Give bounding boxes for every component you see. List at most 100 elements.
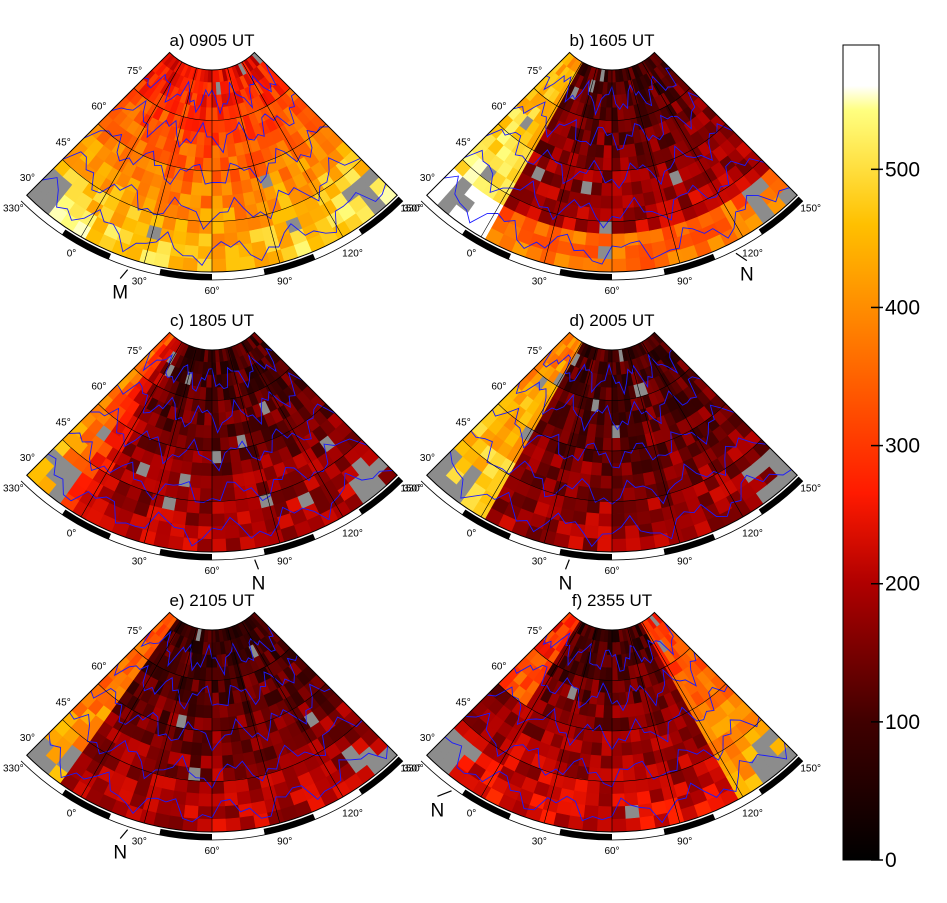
map-cell: [603, 705, 613, 719]
map-cell: [585, 232, 600, 247]
map-cell: [600, 195, 613, 210]
map-cell: [611, 538, 628, 552]
map-cell: [599, 220, 613, 235]
map-cell: [180, 460, 193, 476]
panel-title: c) 1805 UT: [170, 311, 254, 330]
longitude-label: 330°: [403, 484, 424, 495]
latitude-label: 75°: [527, 626, 542, 637]
map-cell: [600, 755, 613, 770]
longitude-line: [543, 347, 597, 544]
longitude-label: 0°: [467, 248, 477, 259]
longitude-label: 90°: [677, 556, 692, 567]
latitude-label: 30°: [420, 453, 435, 464]
marker-label: N: [113, 842, 127, 863]
map-cell: [602, 717, 613, 732]
longitude-label: 150°: [400, 204, 421, 215]
map-cell: [635, 498, 650, 514]
map-cell: [625, 817, 642, 832]
map-cell: [623, 779, 638, 795]
map-cell: [593, 437, 604, 452]
map-cell: [611, 475, 624, 490]
map-cell: [184, 435, 196, 451]
map-cell: [223, 499, 238, 515]
map-cell: [206, 374, 213, 389]
graticule: [62, 341, 362, 552]
map-cell: [622, 754, 635, 769]
map-cell: [611, 220, 625, 235]
map-cell: [574, 778, 589, 794]
map-cell: [221, 182, 234, 197]
map-cell: [211, 780, 225, 795]
map-cell: [202, 717, 213, 732]
frame-band: [559, 828, 613, 840]
latitude-label: 60°: [91, 662, 106, 673]
map-cell: [586, 779, 601, 795]
map-cell: [195, 144, 205, 159]
latitude-label: 45°: [456, 697, 471, 708]
map-cell: [224, 244, 241, 260]
marker-arrow: [564, 559, 570, 570]
longitude-label: 30°: [132, 836, 147, 847]
frame-outline: [20, 200, 404, 281]
latitude-label: 75°: [127, 626, 142, 637]
longitude-label: 120°: [742, 528, 763, 539]
map-cell: [235, 218, 250, 234]
map-cell: [639, 815, 657, 831]
latitude-label: 45°: [56, 137, 71, 148]
graticule: [462, 621, 762, 832]
map-cell: [211, 705, 221, 719]
map-cell: [576, 205, 591, 221]
map-cell: [600, 475, 613, 490]
map-cell: [207, 349, 213, 363]
map-cell: [586, 499, 601, 515]
map-cell: [211, 220, 225, 235]
map-cell: [200, 195, 213, 210]
map-cell: [185, 792, 200, 807]
map-cell: [636, 790, 653, 806]
map-cell: [199, 106, 207, 121]
latitude-label: 45°: [456, 417, 471, 428]
colorbar-tick-label: 100: [885, 711, 920, 734]
frame-band: [21, 476, 66, 515]
map-cell: [195, 424, 205, 439]
longitude-label: 90°: [277, 276, 292, 287]
map-cell: [196, 258, 213, 272]
map-cell: [590, 742, 603, 757]
map-cell: [220, 729, 232, 744]
map-cell: [604, 680, 613, 694]
map-cell: [605, 667, 613, 681]
map-cell: [199, 500, 213, 515]
map-cell: [224, 804, 241, 820]
graticule: [462, 61, 762, 272]
marker-label: N: [559, 573, 573, 594]
map-cell: [185, 232, 200, 247]
longitude-line: [143, 67, 197, 264]
map-cell: [192, 729, 204, 744]
map-cell: [180, 180, 193, 196]
map-cell: [196, 132, 206, 146]
map-cell: [174, 218, 189, 234]
map-cell: [183, 244, 200, 260]
map-cell: [211, 806, 227, 820]
panel-2: 330° 0° 30° 60° 90° 120° 150° 75° 60° 45° 30° b) 16…: [403, 31, 821, 297]
map-cell: [236, 230, 253, 246]
map-cell: [201, 183, 213, 197]
map-cell: [603, 145, 613, 159]
map-cell: [223, 779, 238, 795]
panel-1: 330° 0° 30° 60° 90° 120° 150° 75° 60° 45° 30° a) 09…: [3, 31, 421, 303]
map-cell: [211, 500, 225, 515]
longitude-label: 120°: [342, 248, 363, 259]
map-cell: [211, 755, 224, 770]
map-cell: [590, 182, 603, 197]
map-cell: [623, 499, 638, 515]
frame-band: [313, 789, 363, 820]
map-cell: [598, 793, 613, 808]
map-cell: [190, 462, 203, 477]
map-cell: [599, 208, 613, 222]
map-cell: [239, 255, 257, 271]
map-cell: [611, 450, 623, 464]
map-cell: [189, 474, 202, 489]
longitude-label: 90°: [677, 276, 692, 287]
frame-band: [758, 476, 803, 515]
frame-band: [159, 268, 213, 280]
